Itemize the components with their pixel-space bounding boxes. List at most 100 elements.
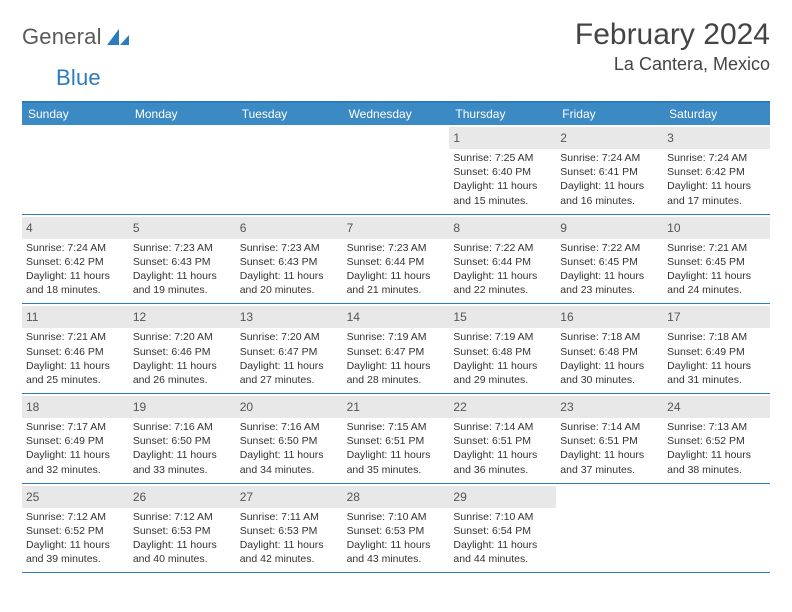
- calendar-day: 4 Sunrise: 7:24 AMSunset: 6:42 PMDaylight…: [22, 215, 129, 304]
- title-block: February 2024 La Cantera, Mexico: [575, 18, 770, 75]
- day-number: 27: [240, 490, 253, 504]
- sunrise-line: Sunrise: 7:10 AM: [453, 510, 552, 524]
- sunset-line: Sunset: 6:41 PM: [560, 165, 659, 179]
- weekday-header: Monday: [129, 103, 236, 125]
- calendar-week: 18Sunrise: 7:17 AMSunset: 6:49 PMDayligh…: [22, 394, 770, 484]
- calendar-day: 14 Sunrise: 7:19 AMSunset: 6:47 PMDayligh…: [343, 304, 450, 393]
- day-number: 21: [347, 400, 360, 414]
- weekday-header: Wednesday: [343, 103, 450, 125]
- sunrise-line: Sunrise: 7:25 AM: [453, 151, 552, 165]
- sunset-line: Sunset: 6:46 PM: [133, 345, 232, 359]
- day-number: 29: [453, 490, 466, 504]
- calendar-day: 6Sunrise: 7:23 AMSunset: 6:43 PMDaylight…: [236, 215, 343, 304]
- calendar-day: 21Sunrise: 7:15 AMSunset: 6:51 PMDayligh…: [343, 394, 450, 483]
- calendar-day: 24Sunrise: 7:13 AMSunset: 6:52 PMDayligh…: [663, 394, 770, 483]
- sunset-line: Sunset: 6:51 PM: [560, 434, 659, 448]
- daylight-line: Daylight: 11 hours and 44 minutes.: [453, 538, 552, 566]
- sunrise-line: Sunrise: 7:17 AM: [26, 420, 125, 434]
- sunset-line: Sunset: 6:49 PM: [26, 434, 125, 448]
- sunrise-line: Sunrise: 7:23 AM: [133, 241, 232, 255]
- daylight-line: Daylight: 11 hours and 32 minutes.: [26, 448, 125, 476]
- calendar-day: [236, 125, 343, 214]
- daylight-line: Daylight: 11 hours and 26 minutes.: [133, 359, 232, 387]
- sunrise-line: Sunrise: 7:10 AM: [347, 510, 446, 524]
- calendar-day: 22Sunrise: 7:14 AMSunset: 6:51 PMDayligh…: [449, 394, 556, 483]
- day-number: 4: [26, 221, 33, 235]
- day-number-row: 27: [236, 486, 343, 508]
- logo-text-a: General: [22, 24, 102, 50]
- day-number: 20: [240, 400, 253, 414]
- day-details: Sunrise: 7:24 AMSunset: 6:42 PMDaylight:…: [26, 241, 125, 298]
- day-number: 15: [453, 310, 466, 324]
- page-title: February 2024: [575, 18, 770, 52]
- sunrise-line: Sunrise: 7:19 AM: [347, 330, 446, 344]
- calendar-day: 28Sunrise: 7:10 AMSunset: 6:53 PMDayligh…: [343, 484, 450, 573]
- day-details: Sunrise: 7:10 AMSunset: 6:53 PMDaylight:…: [347, 510, 446, 567]
- sunrise-line: Sunrise: 7:12 AM: [26, 510, 125, 524]
- daylight-line: Daylight: 11 hours and 37 minutes.: [560, 448, 659, 476]
- calendar-week: 1Sunrise: 7:25 AMSunset: 6:40 PMDaylight…: [22, 125, 770, 215]
- sunrise-line: Sunrise: 7:13 AM: [667, 420, 766, 434]
- day-number-row: 13: [236, 306, 343, 328]
- sunset-line: Sunset: 6:48 PM: [560, 345, 659, 359]
- logo-sail-icon: [105, 27, 131, 47]
- calendar-day: [343, 125, 450, 214]
- day-details: Sunrise: 7:19 AMSunset: 6:48 PMDaylight:…: [453, 330, 552, 387]
- daylight-line: Daylight: 11 hours and 25 minutes.: [26, 359, 125, 387]
- sunrise-line: Sunrise: 7:23 AM: [240, 241, 339, 255]
- day-details: Sunrise: 7:14 AMSunset: 6:51 PMDaylight:…: [453, 420, 552, 477]
- day-details: Sunrise: 7:16 AMSunset: 6:50 PMDaylight:…: [133, 420, 232, 477]
- sunset-line: Sunset: 6:42 PM: [26, 255, 125, 269]
- day-details: Sunrise: 7:14 AMSunset: 6:51 PMDaylight:…: [560, 420, 659, 477]
- sunset-line: Sunset: 6:53 PM: [240, 524, 339, 538]
- calendar-day: 16 Sunrise: 7:18 AMSunset: 6:48 PMDayligh…: [556, 304, 663, 393]
- day-number-row: 18: [22, 396, 129, 418]
- calendar-week: 4 Sunrise: 7:24 AMSunset: 6:42 PMDaylight…: [22, 215, 770, 305]
- sunset-line: Sunset: 6:51 PM: [453, 434, 552, 448]
- day-details: Sunrise: 7:24 AMSunset: 6:41 PMDaylight:…: [560, 151, 659, 208]
- calendar: SundayMondayTuesdayWednesdayThursdayFrid…: [22, 101, 770, 573]
- day-number: 14: [347, 310, 360, 324]
- day-number-row: 1: [449, 127, 556, 149]
- sunrise-line: Sunrise: 7:14 AM: [560, 420, 659, 434]
- day-number-row: 8: [449, 217, 556, 239]
- sunrise-line: Sunrise: 7:20 AM: [133, 330, 232, 344]
- daylight-line: Daylight: 11 hours and 16 minutes.: [560, 179, 659, 207]
- daylight-line: Daylight: 11 hours and 19 minutes.: [133, 269, 232, 297]
- day-details: Sunrise: 7:18 AMSunset: 6:48 PMDaylight:…: [560, 330, 659, 387]
- daylight-line: Daylight: 11 hours and 27 minutes.: [240, 359, 339, 387]
- day-number-row: 11: [22, 306, 129, 328]
- day-details: Sunrise: 7:16 AMSunset: 6:50 PMDaylight:…: [240, 420, 339, 477]
- day-number: 9: [560, 221, 567, 235]
- sunrise-line: Sunrise: 7:18 AM: [667, 330, 766, 344]
- day-details: Sunrise: 7:19 AMSunset: 6:47 PMDaylight:…: [347, 330, 446, 387]
- calendar-day: 8Sunrise: 7:22 AMSunset: 6:44 PMDaylight…: [449, 215, 556, 304]
- day-number: 24: [667, 400, 680, 414]
- daylight-line: Daylight: 11 hours and 17 minutes.: [667, 179, 766, 207]
- daylight-line: Daylight: 11 hours and 15 minutes.: [453, 179, 552, 207]
- day-details: Sunrise: 7:10 AMSunset: 6:54 PMDaylight:…: [453, 510, 552, 567]
- calendar-day: 15 Sunrise: 7:19 AMSunset: 6:48 PMDayligh…: [449, 304, 556, 393]
- day-number: 1: [453, 131, 460, 145]
- calendar-day: 10Sunrise: 7:21 AMSunset: 6:45 PMDayligh…: [663, 215, 770, 304]
- day-number: 19: [133, 400, 146, 414]
- sunset-line: Sunset: 6:45 PM: [667, 255, 766, 269]
- day-number-row: 2: [556, 127, 663, 149]
- day-number: 16: [560, 310, 573, 324]
- daylight-line: Daylight: 11 hours and 39 minutes.: [26, 538, 125, 566]
- day-number-row: 3: [663, 127, 770, 149]
- day-number: 13: [240, 310, 253, 324]
- sunrise-line: Sunrise: 7:24 AM: [667, 151, 766, 165]
- calendar-day: 12Sunrise: 7:20 AMSunset: 6:46 PMDayligh…: [129, 304, 236, 393]
- day-details: Sunrise: 7:23 AMSunset: 6:43 PMDaylight:…: [240, 241, 339, 298]
- day-number-row: 22: [449, 396, 556, 418]
- day-details: Sunrise: 7:11 AMSunset: 6:53 PMDaylight:…: [240, 510, 339, 567]
- day-details: Sunrise: 7:21 AMSunset: 6:46 PMDaylight:…: [26, 330, 125, 387]
- daylight-line: Daylight: 11 hours and 33 minutes.: [133, 448, 232, 476]
- day-number-row: 5: [129, 217, 236, 239]
- day-details: Sunrise: 7:21 AMSunset: 6:45 PMDaylight:…: [667, 241, 766, 298]
- daylight-line: Daylight: 11 hours and 24 minutes.: [667, 269, 766, 297]
- day-details: Sunrise: 7:22 AMSunset: 6:44 PMDaylight:…: [453, 241, 552, 298]
- daylight-line: Daylight: 11 hours and 31 minutes.: [667, 359, 766, 387]
- day-details: Sunrise: 7:22 AMSunset: 6:45 PMDaylight:…: [560, 241, 659, 298]
